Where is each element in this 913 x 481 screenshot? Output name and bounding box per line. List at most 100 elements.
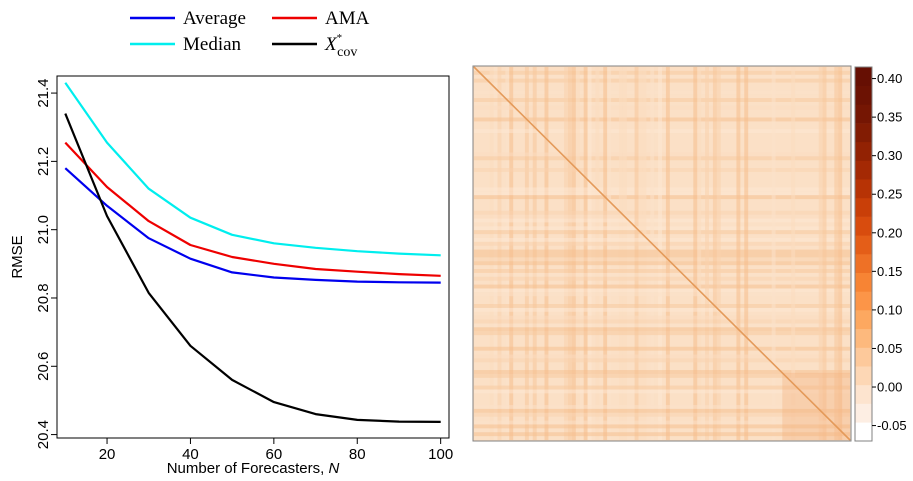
y-tick-label: 21.0 — [35, 215, 52, 244]
heatmap-cell-row — [474, 408, 850, 413]
y-tick-label: 20.8 — [35, 283, 52, 312]
colorbar-bin — [855, 141, 872, 161]
heatmap-cell-row — [474, 272, 850, 277]
series-layer — [64, 82, 441, 423]
series-line-1 — [64, 141, 441, 277]
colorbar-frame — [854, 66, 873, 442]
colorbar-bin — [855, 347, 872, 367]
legend-label-3: X* cov — [324, 32, 357, 60]
heatmap-cell-column — [736, 67, 741, 440]
heatmap-cell-row — [474, 346, 850, 351]
legend-label-0: Average — [183, 8, 246, 29]
x-tick-label: 20 — [99, 446, 116, 463]
colorbar-bin — [855, 328, 872, 348]
plot-frame — [56, 75, 450, 439]
heatmap-cell-column — [665, 67, 670, 440]
heatmap-diagonal — [473, 66, 851, 441]
colorbar: -0.05 0.00 0.05 0.10 0.15 0.20 0.25 0.30 0.35 0.4… — [854, 66, 907, 442]
x-axis-label: Number of Forecasters, N — [167, 460, 340, 477]
heatmap-cell-row — [474, 307, 850, 312]
colorbar-bin — [855, 422, 872, 442]
colorbar-bin — [855, 384, 872, 404]
heatmap-cell-row — [474, 412, 850, 417]
legend-label-2: Median — [183, 34, 242, 55]
rmse-line-chart: 20 40 60 80 100 20.4 20.6 20.8 21.0 21.2 21.4 Num… — [9, 75, 453, 477]
heatmap-cell-row — [474, 284, 850, 289]
colorbar-tick-label: 0.35 — [877, 110, 902, 125]
heatmap-cell-row — [474, 385, 850, 390]
y-tick-label: 20.6 — [35, 352, 52, 381]
heatmap-cell-row — [474, 420, 850, 425]
heatmap-cell-row — [474, 354, 850, 359]
series-line-0 — [64, 167, 441, 284]
colorbar-tick-label: -0.05 — [877, 418, 907, 433]
heatmap-cell-row — [474, 389, 850, 394]
legend-label-1: AMA — [325, 8, 370, 29]
heatmap-cell-row — [474, 327, 850, 332]
series-line-2 — [64, 82, 441, 257]
heatmap-cell-column — [822, 67, 827, 440]
colorbar-bin — [855, 235, 872, 255]
colorbar-bin — [855, 310, 872, 330]
colorbar-bin — [855, 104, 872, 124]
heatmap-cell-row — [474, 315, 850, 320]
heatmap-cell-row — [474, 261, 850, 266]
heatmap-cell-column — [712, 67, 717, 440]
heatmap-cell-row — [474, 292, 850, 297]
colorbar-bin — [855, 366, 872, 386]
x-tick-label: 40 — [182, 446, 199, 463]
heatmap-cell-column — [716, 67, 721, 440]
heatmap-cell-row — [474, 432, 850, 437]
heatmap-cell-column — [834, 67, 839, 440]
y-axis-label: RMSE — [9, 235, 26, 278]
heatmap-cell-row — [474, 319, 850, 324]
colorbar-bin — [855, 254, 872, 273]
heatmap-cell-column — [697, 67, 702, 440]
colorbar-tick-label: 0.00 — [877, 380, 902, 395]
heatmap-cell-row — [474, 358, 850, 363]
colorbar-bin — [855, 67, 872, 86]
heatmap-cell-column — [705, 67, 709, 440]
heatmap-cell-row — [474, 405, 850, 409]
heatmap-cell-row — [474, 424, 850, 429]
heatmap-cell-column — [818, 67, 823, 440]
colorbar-tick-label: 0.20 — [877, 225, 902, 240]
colorbar-tick-label: 0.05 — [877, 341, 902, 356]
correlation-heatmap — [472, 65, 852, 442]
colorbar-bin — [855, 160, 872, 180]
series-line-3 — [64, 113, 441, 423]
y-tick-label: 21.2 — [35, 147, 52, 176]
heatmap-cell-row — [474, 304, 850, 308]
colorbar-bin — [855, 85, 872, 105]
colorbar-bin — [855, 216, 872, 236]
heatmap-frame — [472, 65, 852, 442]
legend: Average AMA Median X* cov — [130, 8, 370, 60]
heatmap-cell-row — [474, 331, 850, 336]
colorbar-bin — [855, 197, 872, 217]
heatmap-cell-row — [474, 370, 850, 374]
x-tick-label: 100 — [428, 446, 453, 463]
heatmap-cell-row — [474, 269, 850, 273]
x-axis: 20 40 60 80 100 — [99, 438, 453, 463]
colorbar-bin — [855, 291, 872, 311]
heatmap-cell-column — [693, 67, 698, 440]
y-tick-label: 21.4 — [35, 78, 52, 107]
heatmap-cell-column — [771, 67, 776, 440]
heatmap-cell-row — [474, 373, 850, 378]
heatmap-cell-row — [474, 276, 850, 281]
heatmap-cell-column — [744, 67, 749, 440]
colorbar-bin — [855, 272, 872, 292]
x-tick-label: 60 — [266, 446, 283, 463]
colorbar-tick-label: 0.30 — [877, 148, 902, 163]
heatmap-cell-row — [474, 253, 850, 258]
heatmap-cell-row — [474, 288, 850, 293]
heatmap-cell-row — [474, 323, 850, 328]
x-tick-label: 80 — [349, 446, 366, 463]
heatmap-cell-column — [791, 67, 796, 440]
heatmap-cell-row — [474, 257, 850, 262]
colorbar-tick-label: 0.15 — [877, 264, 902, 279]
y-axis: 20.4 20.6 20.8 21.0 21.2 21.4 — [35, 78, 57, 449]
colorbar-tick-label: 0.25 — [877, 187, 902, 202]
heatmap-cell-row — [474, 249, 850, 254]
